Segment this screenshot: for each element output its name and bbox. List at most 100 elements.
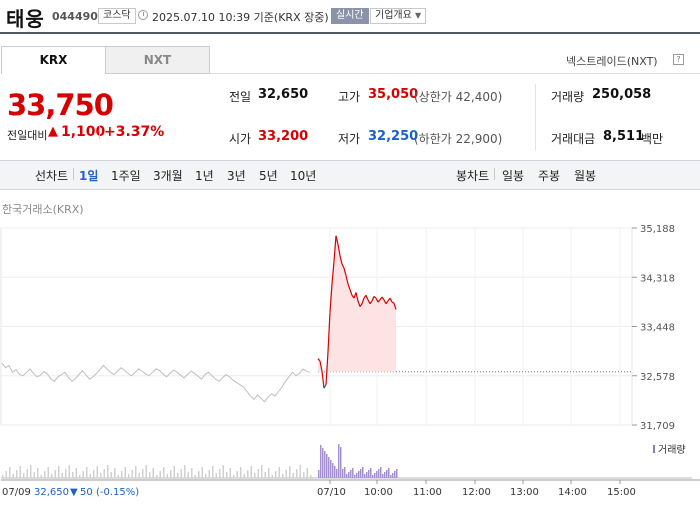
today-series-segment xyxy=(359,303,363,307)
volume-bar xyxy=(79,475,81,478)
volume-bar xyxy=(184,465,186,478)
prev-close-value: 32,650 xyxy=(258,87,309,102)
volume-bar xyxy=(194,475,196,478)
open-value: 33,200 xyxy=(258,129,309,144)
volume-bar xyxy=(340,447,342,478)
today-series-segment xyxy=(319,360,323,372)
volume-bar xyxy=(107,465,109,478)
volume-bar xyxy=(58,466,60,478)
today-series-segment xyxy=(385,300,389,305)
volume-bar xyxy=(250,466,252,478)
today-series-segment xyxy=(375,297,379,303)
volume-bar xyxy=(212,466,214,478)
tab-nxt[interactable]: NXT xyxy=(105,46,210,74)
today-series-segment xyxy=(333,235,337,262)
today-series-segment xyxy=(391,301,395,304)
period-weekly-candle[interactable]: 주봉 xyxy=(538,169,561,183)
x-tick-label: 10:00 xyxy=(364,487,393,498)
volume-bar xyxy=(93,470,95,478)
today-series-segment xyxy=(321,371,325,389)
low-value: 32,250 xyxy=(368,129,419,144)
volume-bar xyxy=(170,470,172,478)
volume-bar xyxy=(233,475,235,478)
lower-limit: (하한가 22,900) xyxy=(414,132,503,146)
divider xyxy=(99,126,100,139)
y-tick-label: 34,318 xyxy=(640,273,675,284)
today-series-segment xyxy=(349,289,353,296)
volume-bar xyxy=(384,472,386,478)
market-badge: 코스닥 xyxy=(98,8,136,24)
volume-bar xyxy=(334,466,336,478)
volume-bar xyxy=(324,451,326,478)
volume-bar xyxy=(271,475,273,478)
volume-bar xyxy=(292,473,294,478)
x-tick-label: 07/10 xyxy=(317,487,346,498)
period-3y[interactable]: 3년 xyxy=(227,169,246,183)
period-5y[interactable]: 5년 xyxy=(259,169,278,183)
volume-bar xyxy=(342,469,344,478)
today-series-segment xyxy=(377,299,381,303)
today-series-segment xyxy=(327,312,331,352)
summary-close: 32,650 xyxy=(34,487,69,498)
today-series-segment xyxy=(393,303,397,310)
period-1w[interactable]: 1주일 xyxy=(111,169,141,183)
volume-bar xyxy=(226,472,228,478)
low-label: 저가 xyxy=(338,132,361,146)
period-1d[interactable]: 1일 xyxy=(79,169,99,183)
volume-bar xyxy=(330,460,332,478)
change-value: 1,100 xyxy=(61,124,106,140)
volume-bar xyxy=(332,463,334,478)
volume-bar xyxy=(382,474,384,478)
volume-bar xyxy=(166,474,168,478)
up-arrow-icon: ▲ xyxy=(48,124,58,139)
y-tick-label: 33,448 xyxy=(640,323,675,334)
volume-bar xyxy=(350,470,352,478)
change-label: 전일대비 xyxy=(7,129,48,142)
today-series-segment xyxy=(335,235,339,245)
volume-bar xyxy=(299,465,301,478)
today-series-segment xyxy=(389,297,393,303)
volume-bar xyxy=(362,467,364,478)
volume-bar xyxy=(110,472,112,478)
today-series-segment xyxy=(329,283,333,313)
volume-bar xyxy=(336,469,338,478)
open-label: 시가 xyxy=(229,132,252,146)
change-percent: +3.37% xyxy=(104,124,165,140)
today-series-segment xyxy=(373,295,377,299)
today-series-segment xyxy=(339,255,343,265)
help-icon[interactable]: ? xyxy=(673,54,684,65)
tab-krx[interactable]: KRX xyxy=(1,46,106,74)
volume-bar xyxy=(114,468,116,478)
period-10y[interactable]: 10년 xyxy=(290,169,317,183)
summary-date: 07/09 xyxy=(2,487,31,498)
volume-bar xyxy=(366,472,368,478)
company-info-dropdown[interactable]: 기업개요 ▼ xyxy=(370,8,427,24)
volume-bar xyxy=(390,475,392,478)
x-tick-label: 15:00 xyxy=(607,487,636,498)
volume-bar xyxy=(152,468,154,478)
volume-bar xyxy=(326,454,328,478)
today-series-segment xyxy=(369,300,373,305)
candle-chart-label: 봉차트 xyxy=(456,169,490,183)
today-series-segment xyxy=(345,275,349,285)
period-daily-candle[interactable]: 일봉 xyxy=(502,169,525,183)
volume-bar xyxy=(2,475,4,478)
today-series-segment xyxy=(325,351,329,385)
price-chart[interactable]: 거래량 35,188 34,318 33,448 32,578 31,709 07/10 1… xyxy=(0,218,700,515)
volume-bar xyxy=(282,474,284,478)
volume-bar xyxy=(247,470,249,478)
volume-bar xyxy=(222,465,224,478)
x-tick-label: 14:00 xyxy=(558,487,587,498)
volume-bar xyxy=(177,473,179,478)
period-monthly-candle[interactable]: 월봉 xyxy=(574,169,597,183)
volume-bar xyxy=(360,469,362,478)
volume-bar xyxy=(368,470,370,478)
volume-bar xyxy=(306,468,308,478)
period-1y[interactable]: 1년 xyxy=(195,169,214,183)
volume-bar xyxy=(264,472,266,478)
volume-bar xyxy=(289,466,291,478)
volume-bar xyxy=(303,472,305,478)
amount-unit: 백만 xyxy=(641,132,664,146)
period-3m[interactable]: 3개월 xyxy=(153,169,183,183)
volume-bar xyxy=(26,469,28,478)
